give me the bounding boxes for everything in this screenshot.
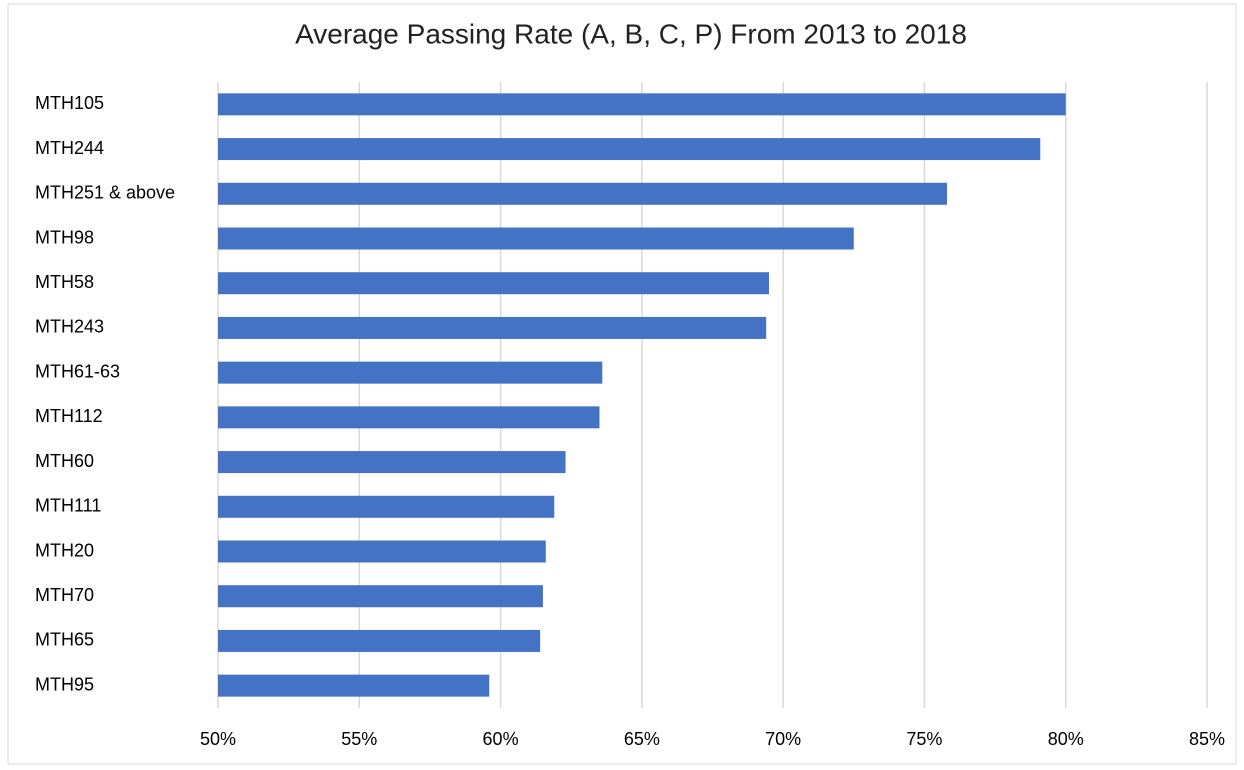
bar [218, 182, 948, 205]
y-tick-label: MTH112 [35, 406, 103, 426]
bar [218, 227, 854, 250]
bar [218, 451, 566, 474]
y-tick-label: MTH105 [35, 93, 104, 113]
x-tick-label: 60% [483, 729, 519, 749]
bar [218, 585, 543, 608]
bar [218, 540, 546, 563]
bar [218, 93, 1066, 116]
x-tick-label: 70% [765, 729, 801, 749]
bar [218, 361, 603, 384]
y-tick-label: MTH61-63 [35, 361, 120, 381]
y-tick-label: MTH251 & above [35, 183, 175, 203]
y-tick-label: MTH244 [35, 138, 104, 158]
x-tick-label: 65% [624, 729, 660, 749]
y-tick-label: MTH70 [35, 585, 94, 605]
x-tick-label: 50% [200, 729, 236, 749]
bar [218, 406, 600, 429]
y-tick-label: MTH58 [35, 272, 94, 292]
y-tick-label: MTH243 [35, 317, 104, 337]
bar [218, 272, 770, 295]
y-tick-label: MTH95 [35, 674, 94, 694]
x-tick-label: 80% [1048, 729, 1084, 749]
y-tick-label: MTH20 [35, 540, 94, 560]
x-tick-label: 85% [1189, 729, 1225, 749]
y-tick-label: MTH111 [35, 496, 101, 516]
y-tick-label: MTH65 [35, 630, 94, 650]
chart-title: Average Passing Rate (A, B, C, P) From 2… [295, 18, 967, 49]
bar [218, 674, 490, 697]
chart-frame [7, 3, 1237, 765]
bar [218, 495, 555, 518]
bar [218, 138, 1041, 161]
x-tick-label: 55% [341, 729, 377, 749]
bar [218, 629, 541, 652]
x-tick-label: 75% [906, 729, 942, 749]
y-tick-label: MTH98 [35, 227, 94, 247]
y-tick-label: MTH60 [35, 451, 94, 471]
bar [218, 316, 767, 339]
